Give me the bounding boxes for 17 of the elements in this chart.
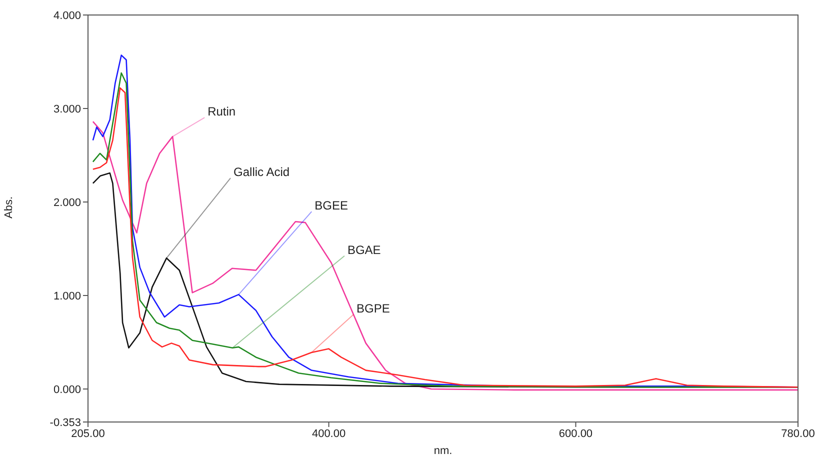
y-tick-label: 2.000 [53,196,81,209]
annotation: BGEE [314,198,348,213]
y-tick-label: 4.000 [53,10,81,22]
x-axis-title: nm. [434,445,452,455]
x-tick-label: 205.00 [71,428,105,440]
y-tick-label: 3.000 [53,103,81,116]
y-tick-label: 0.000 [53,384,81,396]
annotation: Rutin [208,104,236,119]
y-tick-label: -0.353 [50,416,81,429]
y-tick-label: 1.000 [53,290,81,302]
annotation: Gallic Acid [234,165,290,180]
x-tick-label: 600.00 [558,428,593,440]
x-tick-label: 400.00 [312,428,346,440]
annotation: BGAE [347,242,381,257]
y-axis-title: Abs. [2,196,15,218]
x-tick-label: 780.00 [781,428,815,440]
annotation: BGPE [356,302,390,316]
